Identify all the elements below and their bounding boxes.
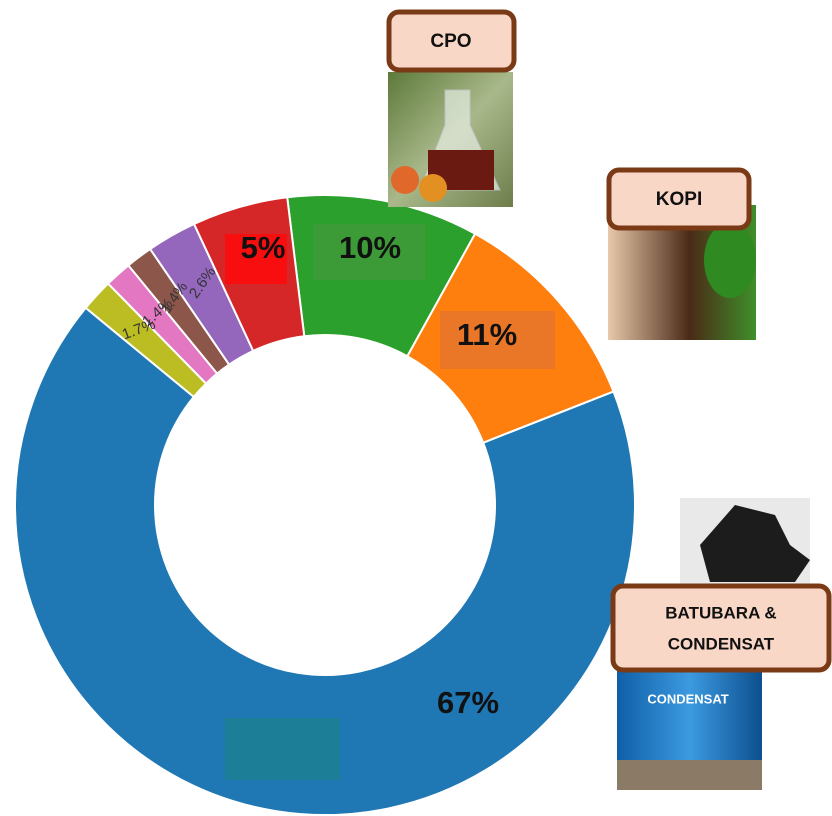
data-label: 10% xyxy=(339,230,401,265)
kopi-callout: KOPI xyxy=(606,167,756,340)
label-highlight xyxy=(225,718,340,780)
donut-chart: 10%11%67%1.7%1.4%1.4%2.6%5% xyxy=(14,194,636,816)
donut-segment xyxy=(14,306,636,816)
leaf xyxy=(704,222,756,298)
label-highlight xyxy=(225,234,287,284)
cpo-callout: CPO xyxy=(386,9,517,207)
coal xyxy=(700,505,810,582)
data-label: 5% xyxy=(241,230,286,265)
palm-fruit xyxy=(391,166,419,194)
pallet xyxy=(617,760,762,790)
label-highlight xyxy=(440,311,555,369)
callout-label: CPO xyxy=(430,31,471,52)
data-label: 67% xyxy=(437,685,499,720)
label-highlight xyxy=(313,224,425,280)
callout-box xyxy=(610,583,832,673)
callout-box xyxy=(386,9,517,73)
data-label: 11% xyxy=(457,317,517,352)
callout-label: CONDENSAT xyxy=(668,634,775,653)
callout-label: KOPI xyxy=(656,189,702,210)
batubara-callout: CONDENSAT BATUBARA & CONDENSAT xyxy=(610,498,832,790)
barrel-text: CONDENSAT xyxy=(647,691,728,706)
callout-box xyxy=(606,167,752,231)
palm-fruit xyxy=(419,174,447,202)
callout-label: BATUBARA & xyxy=(665,603,776,622)
